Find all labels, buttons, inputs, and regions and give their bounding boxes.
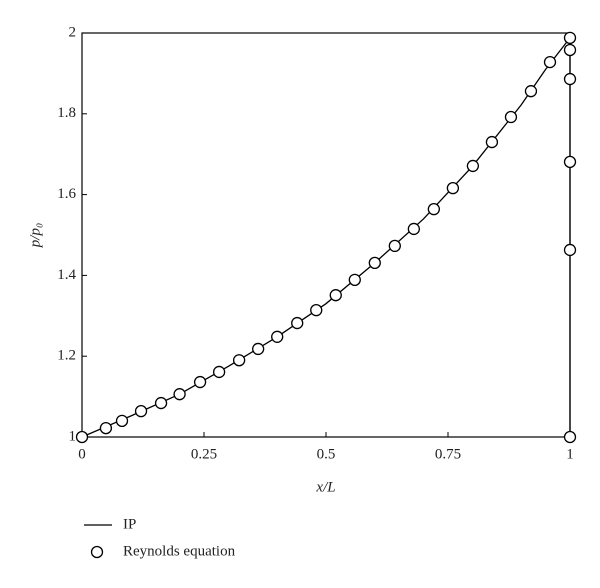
data-point <box>310 303 323 317</box>
data-point <box>563 31 577 44</box>
data-point <box>543 55 557 69</box>
data-point <box>388 239 401 253</box>
data-point <box>154 396 168 410</box>
data-point <box>252 342 265 356</box>
legend-label: IP <box>123 516 136 532</box>
y-tick-label: 1 <box>69 428 77 444</box>
y-tick-label: 1.8 <box>57 105 76 121</box>
y-tick-label: 1.2 <box>57 348 76 364</box>
data-point <box>232 354 246 367</box>
data-point <box>134 404 148 418</box>
x-tick-label: 1 <box>566 446 574 462</box>
data-point <box>563 72 577 86</box>
data-point <box>173 388 186 401</box>
data-point <box>291 316 304 330</box>
x-axis-label: x/L <box>315 479 335 495</box>
data-point <box>75 430 89 444</box>
legend-label: Reynolds equation <box>123 543 236 559</box>
data-point <box>329 289 342 302</box>
data-point <box>427 202 440 216</box>
data-point <box>99 421 113 435</box>
x-tick-label: 0.75 <box>435 446 461 462</box>
data-point <box>563 155 577 169</box>
data-point <box>271 330 284 343</box>
ip-line <box>81 35 571 438</box>
data-point <box>504 110 518 124</box>
data-point <box>193 375 207 389</box>
y-tick-label: 1.6 <box>57 186 76 202</box>
data-point <box>485 135 499 149</box>
data-point <box>348 273 361 286</box>
data-point <box>212 365 226 379</box>
data-point <box>524 85 538 98</box>
data-point <box>115 414 129 427</box>
legend-marker <box>90 545 104 559</box>
x-tick-label: 0 <box>78 446 86 462</box>
data-point <box>446 181 460 195</box>
data-point <box>563 243 577 257</box>
plot-frame <box>81 32 571 438</box>
data-point <box>407 222 420 236</box>
data-point <box>563 430 577 444</box>
y-tick-label: 2 <box>69 24 77 40</box>
data-point <box>466 159 480 173</box>
x-tick-label: 0.25 <box>191 446 217 462</box>
x-tick-label: 0.5 <box>317 446 336 462</box>
data-point <box>368 256 381 270</box>
y-tick-label: 1.4 <box>57 267 76 283</box>
data-point <box>563 43 577 57</box>
y-axis-label: p/p₀ <box>27 223 43 248</box>
